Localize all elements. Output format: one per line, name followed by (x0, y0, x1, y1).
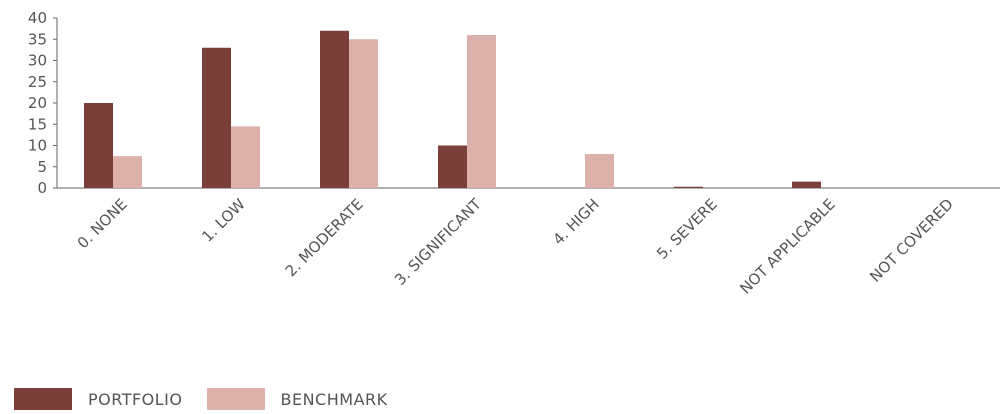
y-tick-label: 40 (28, 9, 47, 27)
y-tick-label: 20 (28, 94, 47, 112)
legend: PORTFOLIO BENCHMARK (14, 386, 412, 412)
y-tick-label: 0 (37, 179, 47, 197)
bar-portfolio-3 (438, 145, 467, 188)
y-tick-label: 5 (37, 158, 47, 176)
bar-portfolio-6 (792, 181, 821, 188)
bar-benchmark-0 (113, 156, 142, 188)
x-category-label: NOT COVERED (866, 195, 957, 286)
bar-portfolio-5 (674, 186, 703, 188)
legend-item-portfolio: PORTFOLIO (14, 388, 183, 410)
bars (84, 30, 821, 188)
x-category-label: 4. HIGH (549, 195, 603, 249)
bar-portfolio-0 (84, 103, 113, 188)
x-category-label: 3. SIGNIFICANT (391, 195, 485, 289)
y-tick-label: 30 (28, 52, 47, 70)
x-axis-labels: 0. NONE 1. LOW 2. MODERATE 3. SIGNIFICANT 4.… (74, 195, 957, 298)
legend-item-benchmark: BENCHMARK (206, 388, 388, 410)
y-tick-label: 25 (28, 73, 47, 91)
legend-swatch-benchmark (206, 388, 265, 410)
legend-swatch-portfolio (14, 388, 72, 410)
legend-label-benchmark: BENCHMARK (280, 389, 388, 409)
y-tick-label: 35 (28, 30, 47, 48)
x-category-label: 2. MODERATE (282, 195, 367, 280)
y-tick-label: 15 (28, 115, 47, 133)
y-axis-ticks: 0 5 10 15 20 25 30 35 40 (28, 9, 57, 197)
y-tick-label: 10 (28, 137, 47, 155)
x-category-label: 1. LOW (198, 195, 249, 246)
x-category-label: 5. SEVERE (653, 195, 721, 263)
legend-label-portfolio: PORTFOLIO (88, 389, 183, 409)
bar-benchmark-3 (467, 35, 496, 188)
x-category-label: NOT APPLICABLE (736, 195, 838, 297)
bar-portfolio-1 (202, 47, 231, 188)
bar-benchmark-4 (585, 154, 614, 188)
bar-benchmark-1 (231, 126, 260, 188)
bar-benchmark-2 (349, 39, 378, 188)
bar-portfolio-2 (320, 30, 349, 188)
x-category-label: 0. NONE (74, 195, 131, 252)
